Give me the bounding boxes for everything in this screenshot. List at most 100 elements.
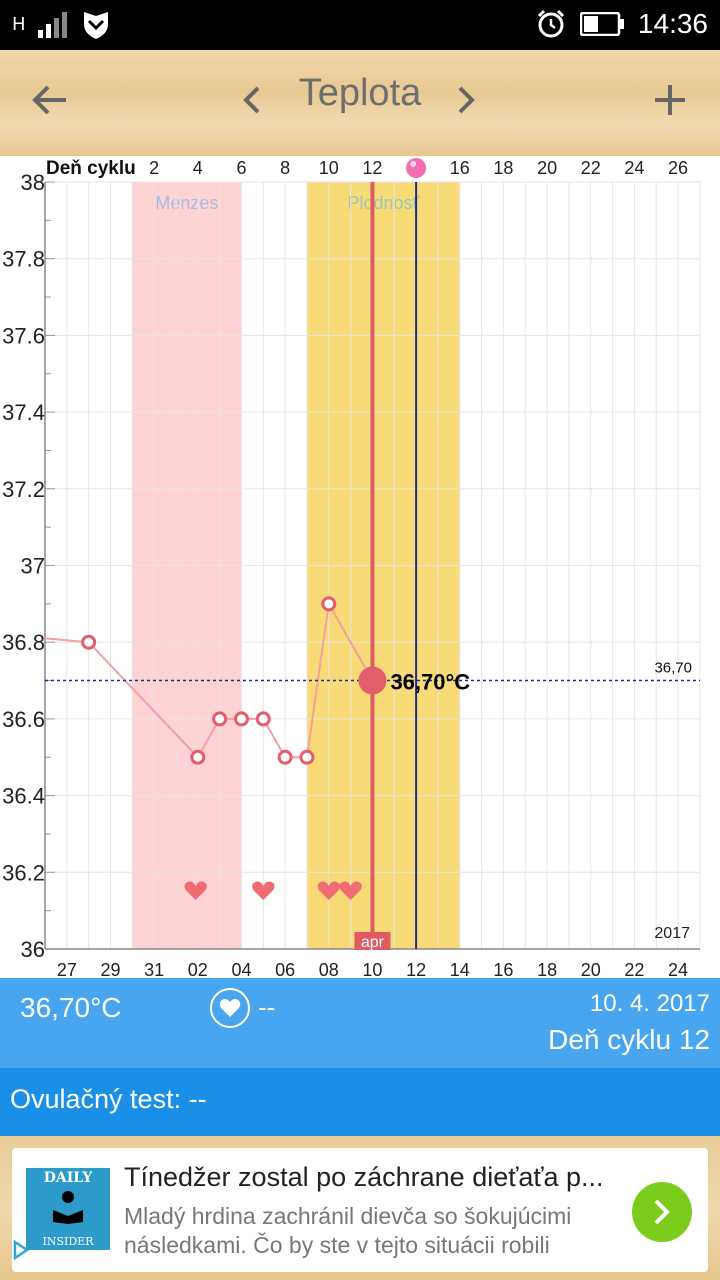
top-tick-label: 4: [193, 158, 203, 178]
top-tick-label: 18: [493, 158, 513, 178]
y-tick-label: 38: [21, 170, 45, 195]
cycle-day-label: Deň cyklu 12: [548, 1024, 710, 1055]
bottom-tick-label: 24: [668, 960, 688, 978]
top-tick-label: 16: [450, 158, 470, 178]
temperature-point: [212, 711, 228, 727]
bottom-tick-label: 14: [450, 960, 470, 978]
y-tick-label: 37.4: [2, 400, 45, 425]
selected-temperature-point: [358, 666, 387, 695]
ovulation-day-icon: [406, 158, 427, 178]
ad-logo-bottom: INSIDER: [42, 1235, 94, 1248]
bottom-tick-label: 06: [275, 960, 295, 978]
add-button[interactable]: [640, 70, 700, 130]
top-tick-label: 24: [624, 158, 644, 178]
top-tick-label: 26: [668, 158, 688, 178]
shield-icon: [83, 12, 108, 39]
ad-logo: DAILY INSIDER: [26, 1168, 110, 1250]
bottom-tick-label: 18: [537, 960, 557, 978]
temperature-chart-area[interactable]: Menzes Plodnosť 38 37.8 37.6 37.4 37.2 37 36.8 36…: [0, 156, 720, 980]
year-label: 2017: [654, 925, 690, 942]
bottom-tick-label: 04: [231, 960, 251, 978]
intercourse-heart-icon: [339, 881, 362, 900]
y-tick-label: 36.6: [2, 707, 45, 732]
temperature-chart[interactable]: Menzes Plodnosť 38 37.8 37.6 37.4 37.2 37 36.8 36…: [0, 156, 720, 980]
top-tick-label: 10: [319, 158, 339, 178]
top-tick-label: 6: [236, 158, 246, 178]
temperature-point: [299, 749, 315, 765]
y-tick-label: 37.8: [2, 247, 45, 272]
chevron-left-icon: [243, 86, 260, 114]
bottom-tick-label: 31: [144, 960, 164, 978]
month-marker-label: apr: [361, 934, 385, 951]
heart-button[interactable]: [210, 988, 250, 1028]
bottom-tick-label: 20: [581, 960, 601, 978]
ovulation-day-icon-highlight: [410, 161, 417, 167]
top-tick-label: 12: [362, 158, 382, 178]
y-tick-label: 37: [21, 554, 45, 579]
month-marker: [354, 932, 391, 950]
plus-icon: [655, 85, 685, 115]
toolbar: Teplota: [0, 50, 720, 156]
temperature-point: [81, 634, 97, 650]
status-bar: H 14:36: [0, 0, 720, 50]
top-axis-title: Deň cyklu: [46, 158, 136, 179]
bottom-tick-label: 16: [493, 960, 513, 978]
y-tick-label: 36.8: [2, 630, 45, 655]
temperature-point: [321, 596, 337, 612]
chevron-right-icon: [458, 86, 475, 114]
ad-banner-area: DAILY INSIDER Tínedžer zostal po záchran…: [0, 1136, 720, 1280]
next-chart-button[interactable]: [436, 70, 496, 130]
ad-card[interactable]: DAILY INSIDER Tínedžer zostal po záchran…: [12, 1148, 708, 1272]
bottom-tick-label: 10: [362, 960, 382, 978]
intercourse-heart-icon: [184, 881, 207, 900]
bottom-tick-label: 12: [406, 960, 426, 978]
ad-choices-icon[interactable]: [12, 1240, 30, 1260]
ad-open-button[interactable]: [632, 1182, 692, 1242]
temperature-point: [190, 749, 206, 765]
signal-icon: [37, 12, 67, 38]
clock: 14:36: [637, 8, 708, 39]
temperature-value: 36,70°C: [20, 992, 122, 1023]
y-tick-label: 36.2: [2, 860, 45, 885]
ovulation-test-row[interactable]: Ovulačný test: --: [0, 1068, 720, 1136]
bottom-tick-label: 08: [319, 960, 339, 978]
back-button[interactable]: [20, 70, 80, 130]
temperature-point: [277, 749, 293, 765]
intercourse-heart-icon: [252, 881, 275, 900]
y-tick-label: 37.6: [2, 323, 45, 348]
bottom-tick-label: 02: [188, 960, 208, 978]
ad-title[interactable]: Tínedžer zostal po záchrane dieťaťa p...: [124, 1162, 604, 1192]
chevron-right-icon: [654, 1199, 670, 1225]
ad-description: Mladý hrdina zachránil dievča so šokujúc…: [124, 1203, 572, 1258]
top-tick-label: 2: [149, 158, 159, 178]
top-tick-label: 20: [537, 158, 557, 178]
temperature-point: [255, 711, 271, 727]
ad-logo-top: DAILY: [43, 1170, 93, 1186]
band-label: Menzes: [155, 193, 218, 213]
temperature-point: [233, 711, 249, 727]
selected-temperature-label: 36,70°C: [390, 670, 470, 695]
reader-icon: [53, 1191, 83, 1224]
y-tick-label: 36: [21, 937, 45, 962]
y-tick-label: 37.2: [2, 477, 45, 502]
intercourse-value: --: [258, 992, 276, 1022]
reference-line-label: 36,70: [654, 660, 692, 677]
page-title: Teplota: [298, 72, 422, 114]
ovulation-test-label: Ovulačný test: --: [10, 1084, 207, 1114]
top-tick-label: 8: [280, 158, 290, 178]
y-tick-label: 36.4: [2, 784, 45, 809]
bottom-tick-label: 27: [57, 960, 77, 978]
battery-icon: [579, 12, 624, 36]
network-type-icon: H: [12, 14, 26, 35]
bottom-tick-label: 22: [624, 960, 644, 978]
intercourse-heart-icon: [317, 881, 340, 900]
bottom-tick-label: 29: [100, 960, 120, 978]
top-tick-label: 22: [581, 158, 601, 178]
arrow-left-icon: [32, 85, 66, 115]
band-label: Plodnosť: [347, 193, 419, 213]
date-label: 10. 4. 2017: [589, 990, 710, 1017]
alarm-clock-icon: [537, 9, 564, 38]
heart-icon: [219, 998, 241, 1017]
previous-chart-button[interactable]: [222, 70, 282, 130]
day-info-panel[interactable]: 36,70°C -- 10. 4. 2017 Deň cyklu 12: [0, 978, 720, 1068]
